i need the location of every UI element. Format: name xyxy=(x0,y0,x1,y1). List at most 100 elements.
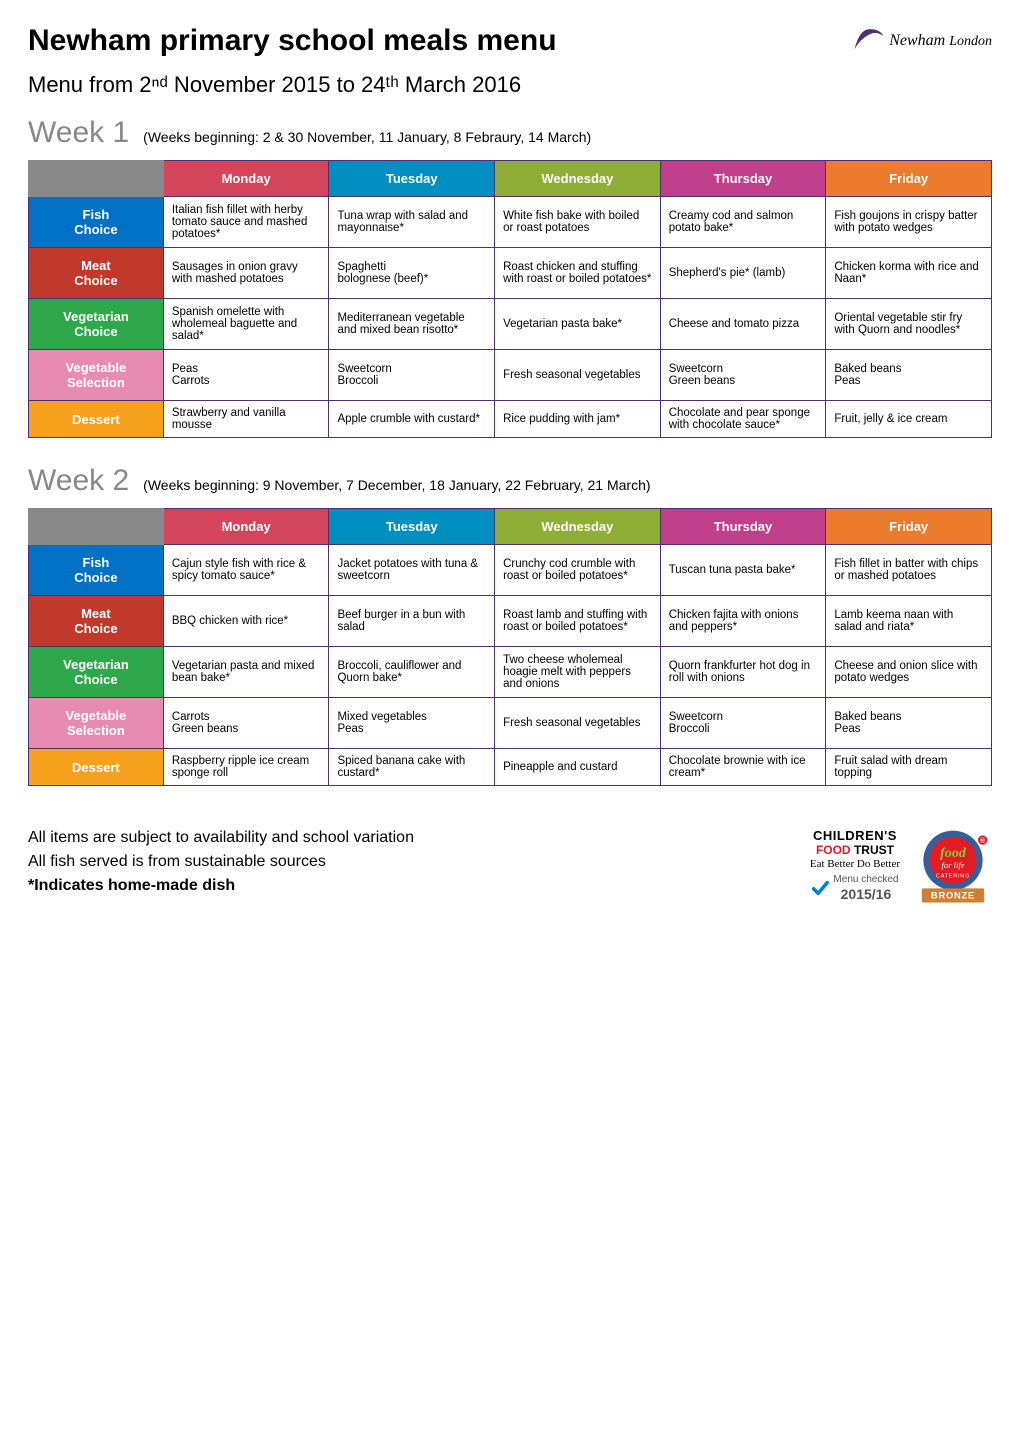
day-header: Tuesday xyxy=(329,509,495,545)
menu-cell: Strawberry and vanilla mousse xyxy=(163,401,329,438)
menu-cell: Shepherd's pie* (lamb) xyxy=(660,248,826,299)
footer-bold-line: *Indicates home-made dish xyxy=(28,874,414,898)
day-header: Tuesday xyxy=(329,161,495,197)
day-header: Friday xyxy=(826,161,992,197)
footer-line-1: All items are subject to availability an… xyxy=(28,826,414,850)
menu-cell: Lamb keema naan with salad and riata* xyxy=(826,596,992,647)
row-label: FishChoice xyxy=(29,197,164,248)
menu-cell: Fruit salad with dream topping xyxy=(826,749,992,786)
menu-cell: Italian fish fillet with herby tomato sa… xyxy=(163,197,329,248)
menu-cell: SweetcornBroccoli xyxy=(329,350,495,401)
menu-cell: Pineapple and custard xyxy=(495,749,661,786)
menu-cell: Chocolate and pear sponge with chocolate… xyxy=(660,401,826,438)
cft-trust: TRUST xyxy=(851,843,894,857)
day-header: Friday xyxy=(826,509,992,545)
logo-text-1: Newham xyxy=(889,32,945,49)
menu-cell: Baked beansPeas xyxy=(826,698,992,749)
food-for-life-badge: food for life CATERING BRONZE ® xyxy=(914,826,992,904)
footer-line-2: All fish served is from sustainable sour… xyxy=(28,850,414,874)
cft-tagline: Eat Better Do Better xyxy=(810,858,900,871)
menu-cell: Fruit, jelly & ice cream xyxy=(826,401,992,438)
menu-cell: Jacket potatoes with tuna & sweetcorn xyxy=(329,545,495,596)
menu-cell: Vegetarian pasta bake* xyxy=(495,299,661,350)
day-header: Thursday xyxy=(660,161,826,197)
svg-text:®: ® xyxy=(980,837,986,845)
cft-line1: CHILDREN'S xyxy=(810,828,900,844)
week-desc: (Weeks beginning: 2 & 30 November, 11 Ja… xyxy=(143,129,591,145)
menu-cell: CarrotsGreen beans xyxy=(163,698,329,749)
menu-cell: Apple crumble with custard* xyxy=(329,401,495,438)
week-label: Week 2 xyxy=(28,464,129,498)
menu-cell: Spaghettibolognese (beef)* xyxy=(329,248,495,299)
day-header: Monday xyxy=(163,161,329,197)
table-corner xyxy=(29,161,164,197)
menu-cell: Fish goujons in crispy batter with potat… xyxy=(826,197,992,248)
menu-cell: Tuna wrap with salad and mayonnaise* xyxy=(329,197,495,248)
row-label: MeatChoice xyxy=(29,596,164,647)
menu-cell: Creamy cod and salmon potato bake* xyxy=(660,197,826,248)
menu-cell: Two cheese wholemeal hoagie melt with pe… xyxy=(495,647,661,698)
swoosh-icon xyxy=(851,24,885,58)
day-header: Wednesday xyxy=(495,161,661,197)
menu-cell: Chicken korma with rice and Naan* xyxy=(826,248,992,299)
row-label: Dessert xyxy=(29,401,164,438)
menu-cell: Tuscan tuna pasta bake* xyxy=(660,545,826,596)
menu-cell: Fresh seasonal vegetables xyxy=(495,698,661,749)
menu-cell: Baked beansPeas xyxy=(826,350,992,401)
menu-cell: Spanish omelette with wholemeal baguette… xyxy=(163,299,329,350)
menu-cell: Mediterranean vegetable and mixed bean r… xyxy=(329,299,495,350)
menu-cell: Mixed vegetablesPeas xyxy=(329,698,495,749)
menu-cell: SweetcornGreen beans xyxy=(660,350,826,401)
menu-cell: White fish bake with boiled or roast pot… xyxy=(495,197,661,248)
menu-cell: Crunchy cod crumble with roast or boiled… xyxy=(495,545,661,596)
page-title: Newham primary school meals menu xyxy=(28,24,557,58)
menu-table-week-1: MondayTuesdayWednesdayThursdayFridayFish… xyxy=(28,160,992,438)
check-icon xyxy=(811,879,829,897)
day-header: Monday xyxy=(163,509,329,545)
menu-cell: Broccoli, cauliflower and Quorn bake* xyxy=(329,647,495,698)
day-header: Thursday xyxy=(660,509,826,545)
ffl-forlife-text: for life xyxy=(941,860,964,870)
menu-cell: Cheese and onion slice with potato wedge… xyxy=(826,647,992,698)
ffl-bronze-text: BRONZE xyxy=(931,891,975,901)
menu-cell: Sausages in onion gravy with mashed pota… xyxy=(163,248,329,299)
row-label: VegetarianChoice xyxy=(29,299,164,350)
table-corner xyxy=(29,509,164,545)
row-label: Dessert xyxy=(29,749,164,786)
ffl-catering-text: CATERING xyxy=(936,873,970,879)
logo-text-2: London xyxy=(949,34,992,49)
row-label: VegetableSelection xyxy=(29,350,164,401)
ffl-food-text: food xyxy=(940,845,967,861)
cft-checked-label: Menu checked xyxy=(833,874,898,886)
childrens-food-trust-badge: CHILDREN'S FOOD TRUST Eat Better Do Bett… xyxy=(810,828,900,903)
menu-cell: Spiced banana cake with custard* xyxy=(329,749,495,786)
menu-cell: Beef burger in a bun with salad xyxy=(329,596,495,647)
menu-cell: Oriental vegetable stir fry with Quorn a… xyxy=(826,299,992,350)
menu-cell: Raspberry ripple ice cream sponge roll xyxy=(163,749,329,786)
week-desc: (Weeks beginning: 9 November, 7 December… xyxy=(143,477,650,493)
menu-table-week-2: MondayTuesdayWednesdayThursdayFridayFish… xyxy=(28,508,992,786)
footer-notes: All items are subject to availability an… xyxy=(28,826,414,898)
menu-cell: Chocolate brownie with ice cream* xyxy=(660,749,826,786)
menu-cell: Rice pudding with jam* xyxy=(495,401,661,438)
menu-date-range: Menu from 2ⁿᵈ November 2015 to 24ᵗʰ Marc… xyxy=(28,72,992,98)
cft-year: 2015/16 xyxy=(833,886,898,903)
menu-cell: Quorn frankfurter hot dog in roll with o… xyxy=(660,647,826,698)
cft-food: FOOD xyxy=(816,843,851,857)
menu-cell: Vegetarian pasta and mixed bean bake* xyxy=(163,647,329,698)
menu-cell: Fish fillet in batter with chips or mash… xyxy=(826,545,992,596)
row-label: VegetableSelection xyxy=(29,698,164,749)
menu-cell: Roast chicken and stuffing with roast or… xyxy=(495,248,661,299)
menu-cell: Cajun style fish with rice & spicy tomat… xyxy=(163,545,329,596)
row-label: FishChoice xyxy=(29,545,164,596)
row-label: VegetarianChoice xyxy=(29,647,164,698)
week-label: Week 1 xyxy=(28,116,129,150)
day-header: Wednesday xyxy=(495,509,661,545)
row-label: MeatChoice xyxy=(29,248,164,299)
menu-cell: Cheese and tomato pizza xyxy=(660,299,826,350)
menu-cell: Fresh seasonal vegetables xyxy=(495,350,661,401)
menu-cell: Roast lamb and stuffing with roast or bo… xyxy=(495,596,661,647)
menu-cell: Chicken fajita with onions and peppers* xyxy=(660,596,826,647)
newham-logo: Newham London xyxy=(851,24,992,58)
menu-cell: PeasCarrots xyxy=(163,350,329,401)
